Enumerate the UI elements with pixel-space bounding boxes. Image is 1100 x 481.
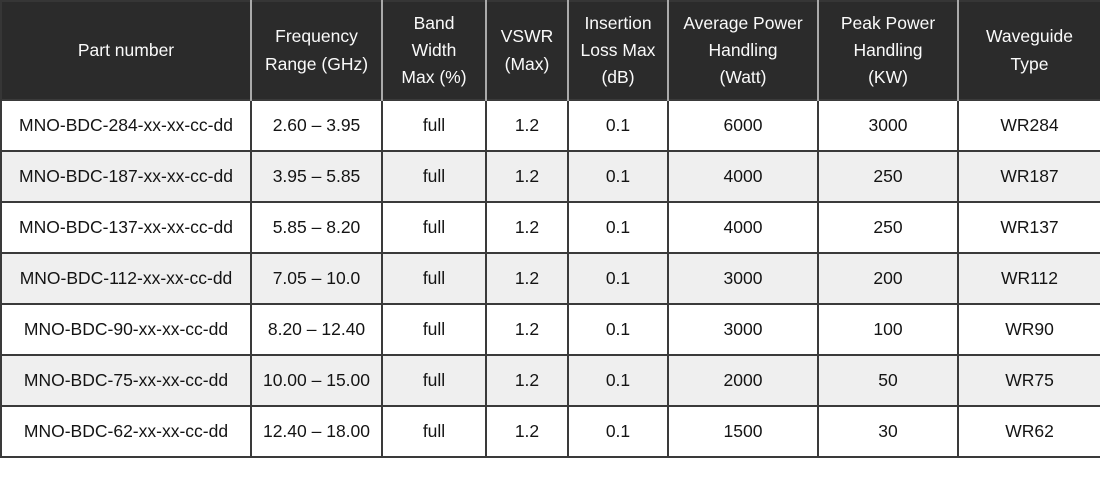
table-row: MNO-BDC-90-xx-xx-cc-dd 8.20 – 12.40 full…: [0, 303, 1100, 356]
cell-peak-power: 250: [817, 201, 959, 254]
cell-average-power: 3000: [667, 303, 819, 356]
cell-peak-power: 100: [817, 303, 959, 356]
cell-part-number: MNO-BDC-62-xx-xx-cc-dd: [0, 405, 252, 458]
cell-insertion-loss: 0.1: [567, 150, 669, 203]
cell-insertion-loss: 0.1: [567, 354, 669, 407]
table-row: MNO-BDC-284-xx-xx-cc-dd 2.60 – 3.95 full…: [0, 99, 1100, 152]
col-header-bandwidth-max: Band Width Max (%): [381, 1, 486, 100]
col-header-average-power-handling: Average Power Handling (Watt): [667, 1, 818, 100]
cell-part-number: MNO-BDC-284-xx-xx-cc-dd: [0, 99, 252, 152]
cell-peak-power: 3000: [817, 99, 959, 152]
cell-average-power: 4000: [667, 150, 819, 203]
cell-frequency-range: 10.00 – 15.00: [250, 354, 383, 407]
table-row: MNO-BDC-137-xx-xx-cc-dd 5.85 – 8.20 full…: [0, 201, 1100, 254]
cell-part-number: MNO-BDC-112-xx-xx-cc-dd: [0, 252, 252, 305]
cell-part-number: MNO-BDC-137-xx-xx-cc-dd: [0, 201, 252, 254]
cell-waveguide-type: WR75: [957, 354, 1100, 407]
cell-waveguide-type: WR137: [957, 201, 1100, 254]
cell-average-power: 2000: [667, 354, 819, 407]
cell-insertion-loss: 0.1: [567, 303, 669, 356]
cell-vswr: 1.2: [485, 99, 569, 152]
cell-bandwidth: full: [381, 150, 487, 203]
cell-vswr: 1.2: [485, 150, 569, 203]
cell-peak-power: 200: [817, 252, 959, 305]
cell-insertion-loss: 0.1: [567, 252, 669, 305]
cell-average-power: 3000: [667, 252, 819, 305]
cell-average-power: 1500: [667, 405, 819, 458]
cell-frequency-range: 2.60 – 3.95: [250, 99, 383, 152]
cell-insertion-loss: 0.1: [567, 99, 669, 152]
col-header-part-number: Part number: [0, 1, 251, 100]
cell-part-number: MNO-BDC-75-xx-xx-cc-dd: [0, 354, 252, 407]
table-row: MNO-BDC-112-xx-xx-cc-dd 7.05 – 10.0 full…: [0, 252, 1100, 305]
cell-bandwidth: full: [381, 354, 487, 407]
waveguide-spec-table: Part number Frequency Range (GHz) Band W…: [0, 0, 1100, 458]
cell-average-power: 6000: [667, 99, 819, 152]
cell-frequency-range: 8.20 – 12.40: [250, 303, 383, 356]
cell-peak-power: 250: [817, 150, 959, 203]
cell-vswr: 1.2: [485, 354, 569, 407]
table-row: MNO-BDC-62-xx-xx-cc-dd 12.40 – 18.00 ful…: [0, 405, 1100, 458]
cell-frequency-range: 7.05 – 10.0: [250, 252, 383, 305]
cell-vswr: 1.2: [485, 201, 569, 254]
col-header-peak-power-handling: Peak Power Handling (KW): [817, 1, 958, 100]
col-header-waveguide-type: Waveguide Type: [957, 1, 1100, 100]
cell-frequency-range: 5.85 – 8.20: [250, 201, 383, 254]
cell-waveguide-type: WR112: [957, 252, 1100, 305]
cell-bandwidth: full: [381, 252, 487, 305]
cell-part-number: MNO-BDC-90-xx-xx-cc-dd: [0, 303, 252, 356]
cell-frequency-range: 3.95 – 5.85: [250, 150, 383, 203]
cell-waveguide-type: WR284: [957, 99, 1100, 152]
cell-bandwidth: full: [381, 405, 487, 458]
cell-vswr: 1.2: [485, 252, 569, 305]
col-header-insertion-loss-max: Insertion Loss Max (dB): [567, 1, 668, 100]
cell-bandwidth: full: [381, 201, 487, 254]
col-header-frequency-range: Frequency Range (GHz): [250, 1, 382, 100]
table-row: MNO-BDC-75-xx-xx-cc-dd 10.00 – 15.00 ful…: [0, 354, 1100, 407]
cell-waveguide-type: WR90: [957, 303, 1100, 356]
cell-frequency-range: 12.40 – 18.00: [250, 405, 383, 458]
cell-waveguide-type: WR187: [957, 150, 1100, 203]
cell-vswr: 1.2: [485, 303, 569, 356]
cell-insertion-loss: 0.1: [567, 201, 669, 254]
cell-bandwidth: full: [381, 99, 487, 152]
table-row: MNO-BDC-187-xx-xx-cc-dd 3.95 – 5.85 full…: [0, 150, 1100, 203]
cell-average-power: 4000: [667, 201, 819, 254]
cell-bandwidth: full: [381, 303, 487, 356]
cell-insertion-loss: 0.1: [567, 405, 669, 458]
cell-vswr: 1.2: [485, 405, 569, 458]
cell-part-number: MNO-BDC-187-xx-xx-cc-dd: [0, 150, 252, 203]
cell-peak-power: 30: [817, 405, 959, 458]
header-row: Part number Frequency Range (GHz) Band W…: [0, 1, 1100, 100]
cell-waveguide-type: WR62: [957, 405, 1100, 458]
cell-peak-power: 50: [817, 354, 959, 407]
col-header-vswr-max: VSWR (Max): [485, 1, 568, 100]
